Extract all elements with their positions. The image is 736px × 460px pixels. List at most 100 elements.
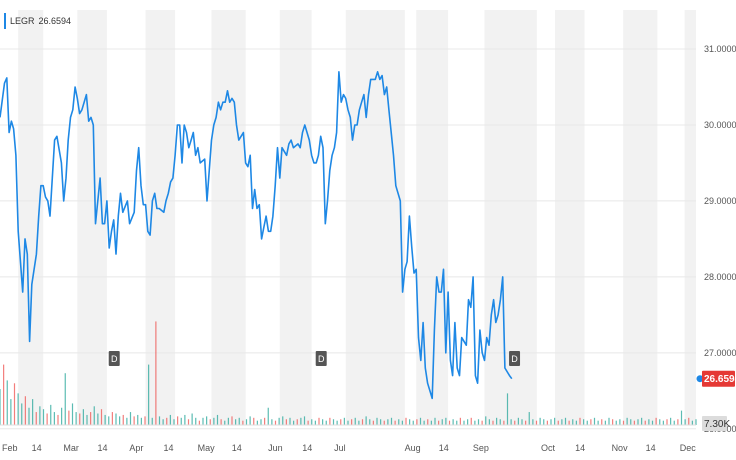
volume-bar <box>630 419 632 425</box>
volume-bar <box>231 416 233 425</box>
dividend-marker[interactable]: D <box>108 351 120 366</box>
volume-bar <box>416 419 418 425</box>
volume-bar <box>64 373 66 425</box>
volume-bar <box>137 414 139 425</box>
volume-bar <box>296 419 298 425</box>
volume-bar <box>510 419 512 425</box>
volume-bar <box>641 417 643 425</box>
x-tick-label: 14 <box>439 443 449 453</box>
x-tick-label: Mar <box>63 443 79 453</box>
volume-bar <box>173 419 175 425</box>
volume-bar <box>376 417 378 425</box>
volume-bar <box>336 420 338 425</box>
volume-bar <box>503 420 505 425</box>
volume-bar <box>238 417 240 425</box>
volume-bar <box>398 419 400 425</box>
dividend-marker[interactable]: D <box>315 351 327 366</box>
volume-bar <box>633 420 635 425</box>
volume-box <box>702 416 727 431</box>
volume-bars <box>0 321 697 425</box>
x-tick-label: Sep <box>473 443 489 453</box>
volume-bar <box>213 417 215 425</box>
volume-label: 7.30K <box>704 419 730 430</box>
volume-bar <box>477 419 480 425</box>
volume-bar <box>474 420 476 425</box>
volume-bar <box>224 420 226 425</box>
volume-bar <box>651 420 654 425</box>
volume-bar <box>340 419 342 425</box>
volume-bar <box>61 407 63 425</box>
volume-bar <box>198 420 200 425</box>
x-tick-label: Feb <box>2 443 18 453</box>
volume-bar <box>119 416 121 425</box>
volume-bar <box>71 403 74 425</box>
volume-bar <box>180 417 182 425</box>
volume-bar <box>235 419 237 425</box>
x-tick-label: Jun <box>268 443 283 453</box>
volume-bar <box>583 419 585 425</box>
legend-symbol: LEGR <box>10 16 35 26</box>
volume-bar <box>318 417 320 425</box>
volume-bar <box>100 409 103 425</box>
volume-bar <box>216 414 219 425</box>
volume-bar <box>285 419 287 425</box>
volume-bar <box>467 419 469 425</box>
y-tick-label: 31.0000 <box>704 44 736 54</box>
volume-bar <box>10 399 12 425</box>
volume-bar <box>695 419 697 425</box>
volume-bar <box>470 417 472 425</box>
volume-bar <box>499 419 501 425</box>
volume-bar <box>325 420 327 425</box>
dividend-box <box>315 351 327 366</box>
last-price-tag: 26.6594 <box>696 370 736 387</box>
dividend-marker[interactable]: D <box>509 351 521 366</box>
volume-bar <box>126 417 128 425</box>
volume-bar <box>151 417 153 425</box>
volume-bar <box>322 419 324 425</box>
volume-bar <box>46 413 48 425</box>
dividend-box <box>108 351 120 366</box>
volume-bar <box>448 420 451 425</box>
volume-bar <box>612 419 614 425</box>
volume-bar <box>42 409 45 425</box>
volume-bar <box>590 419 592 425</box>
volume-bar <box>655 417 657 425</box>
volume-bar <box>311 419 313 425</box>
x-tick-label: 14 <box>575 443 585 453</box>
volume-bar <box>456 420 458 425</box>
volume-bar <box>528 412 530 425</box>
month-band <box>684 10 696 425</box>
volume-bar <box>271 419 273 425</box>
volume-bar <box>79 413 81 425</box>
price-line[interactable] <box>0 71 513 400</box>
volume-bar <box>148 364 150 425</box>
x-tick-label: Aug <box>405 443 421 453</box>
volume-bar <box>684 419 686 425</box>
volume-bar <box>177 416 179 425</box>
volume-bar <box>496 417 498 425</box>
volume-bar <box>677 419 679 425</box>
volume-bar <box>401 420 403 425</box>
x-tick-label: May <box>198 443 216 453</box>
volume-bar <box>24 396 26 425</box>
x-tick-label: Dec <box>680 443 697 453</box>
volume-bar <box>242 420 244 425</box>
volume-bar <box>6 380 8 425</box>
volume-bar <box>597 420 599 425</box>
volume-bar <box>644 420 646 425</box>
volume-bar <box>35 412 37 425</box>
legend-swatch <box>4 13 6 29</box>
month-band <box>145 10 176 425</box>
volume-bar <box>427 419 429 425</box>
volume-bar <box>662 420 664 425</box>
volume-bar <box>343 417 345 425</box>
volume-bar <box>358 420 360 425</box>
volume-bar <box>670 417 672 425</box>
volume-bar <box>307 420 309 425</box>
volume-bar <box>245 419 248 425</box>
volume-bar <box>445 417 447 425</box>
x-tick-label: Oct <box>541 443 556 453</box>
volume-bar <box>289 417 291 425</box>
